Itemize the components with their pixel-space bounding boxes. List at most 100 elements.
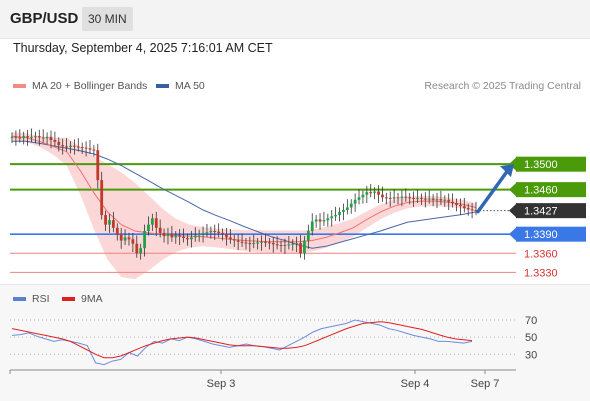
candle-body bbox=[166, 234, 170, 237]
candle-body bbox=[65, 146, 68, 148]
candle-body bbox=[404, 196, 408, 198]
candle-body bbox=[96, 150, 100, 181]
forecast-arrow-shaft bbox=[476, 168, 510, 214]
candle-body bbox=[135, 243, 139, 254]
candle-body bbox=[127, 237, 131, 240]
candle-body bbox=[150, 218, 154, 225]
candle-body bbox=[470, 209, 474, 211]
candle-body bbox=[400, 196, 404, 198]
candle-body bbox=[10, 136, 14, 138]
candle-body bbox=[209, 231, 213, 233]
candle-body bbox=[170, 234, 174, 238]
candle-body bbox=[423, 198, 427, 200]
candle-body bbox=[61, 145, 65, 147]
ma50-swatch bbox=[156, 84, 169, 88]
rsi-tick-50: 50 bbox=[525, 332, 537, 344]
rsi-line bbox=[11, 319, 473, 366]
candle-body bbox=[462, 206, 466, 209]
candle-body bbox=[201, 232, 205, 235]
level-label-1.3460: 1.3460 bbox=[524, 185, 558, 197]
candle-body bbox=[451, 201, 455, 203]
candle-body bbox=[162, 232, 166, 237]
level-tag-1.3460 bbox=[516, 182, 586, 198]
rsi-label: RSI bbox=[32, 293, 50, 305]
candle-body bbox=[30, 136, 33, 138]
candle-body bbox=[57, 141, 61, 146]
ma9-label: 9MA bbox=[81, 293, 103, 305]
candle-body bbox=[178, 235, 182, 237]
candle-body bbox=[186, 238, 189, 240]
timeframe-badge[interactable]: 30 MIN bbox=[82, 7, 133, 31]
candle-body bbox=[369, 192, 373, 194]
candle-body bbox=[174, 235, 178, 238]
candle-body bbox=[295, 243, 299, 245]
candle-body bbox=[326, 218, 330, 221]
candle-body bbox=[260, 241, 263, 243]
candle-body bbox=[299, 243, 302, 254]
candle-body bbox=[303, 240, 306, 254]
ma20-line bbox=[11, 135, 477, 243]
level-tag-pointer-1.3500 bbox=[509, 156, 517, 172]
candle-body bbox=[193, 235, 197, 238]
candle-body bbox=[377, 191, 380, 195]
candle-body bbox=[408, 197, 412, 199]
candle-body bbox=[80, 147, 84, 148]
candle-body bbox=[396, 197, 400, 199]
candle-body bbox=[279, 245, 283, 246]
candle-body bbox=[22, 136, 26, 139]
pair-title: GBP/USD bbox=[10, 10, 79, 27]
candle-body bbox=[427, 198, 431, 200]
candle-body bbox=[349, 203, 353, 208]
level-label-1.3360: 1.3360 bbox=[524, 248, 558, 260]
candle-body bbox=[287, 244, 291, 246]
candle-body bbox=[357, 197, 361, 200]
candle-body bbox=[373, 191, 377, 193]
candle-body bbox=[256, 242, 260, 244]
candle-body bbox=[100, 180, 104, 216]
candle-body bbox=[443, 199, 447, 201]
candle-body bbox=[267, 242, 271, 244]
level-tag-1.3427 bbox=[516, 203, 586, 219]
candle-body bbox=[439, 199, 443, 201]
report-datetime: Thursday, September 4, 2025 7:16:01 AM C… bbox=[13, 41, 273, 55]
candle-body bbox=[53, 140, 57, 142]
forecast-arrow-head bbox=[500, 164, 514, 178]
candle-body bbox=[221, 232, 224, 235]
candle-body bbox=[271, 243, 275, 245]
candle-body bbox=[381, 194, 384, 198]
candle-body bbox=[84, 147, 88, 149]
bollinger-bands-fill bbox=[12, 132, 476, 280]
level-label-1.3500: 1.3500 bbox=[524, 159, 558, 171]
rsi-swatch bbox=[13, 297, 26, 301]
candle-body bbox=[338, 211, 341, 216]
candle-body bbox=[158, 227, 162, 233]
candle-body bbox=[111, 220, 115, 228]
candle-body bbox=[213, 231, 217, 232]
candle-body bbox=[431, 198, 435, 200]
ma9-swatch bbox=[62, 297, 75, 301]
rsi-tick-70: 70 bbox=[525, 315, 537, 327]
level-tag-1.3390 bbox=[516, 226, 586, 242]
candle-body bbox=[225, 234, 228, 238]
legend-9ma: 9MA bbox=[62, 293, 103, 305]
candle-body bbox=[115, 227, 119, 235]
candle-body bbox=[131, 239, 135, 244]
candle-body bbox=[435, 199, 439, 201]
candle-body bbox=[314, 219, 318, 222]
research-credit: Research © 2025 Trading Central bbox=[424, 80, 581, 92]
candle-body bbox=[108, 220, 111, 225]
candle-body bbox=[361, 194, 365, 198]
candle-body bbox=[14, 136, 18, 138]
ma50-line bbox=[12, 140, 477, 249]
ma50-label: MA 50 bbox=[175, 80, 205, 92]
candle-body bbox=[232, 239, 236, 241]
candle-body bbox=[143, 231, 146, 249]
candle-body bbox=[119, 234, 123, 241]
candle-body bbox=[41, 137, 45, 139]
candle-body bbox=[474, 210, 478, 211]
candle-body bbox=[123, 237, 127, 241]
candle-body bbox=[154, 218, 158, 228]
candle-body bbox=[236, 240, 240, 242]
candle-body bbox=[455, 203, 458, 205]
bollinger-label: MA 20 + Bollinger Bands bbox=[32, 80, 148, 92]
